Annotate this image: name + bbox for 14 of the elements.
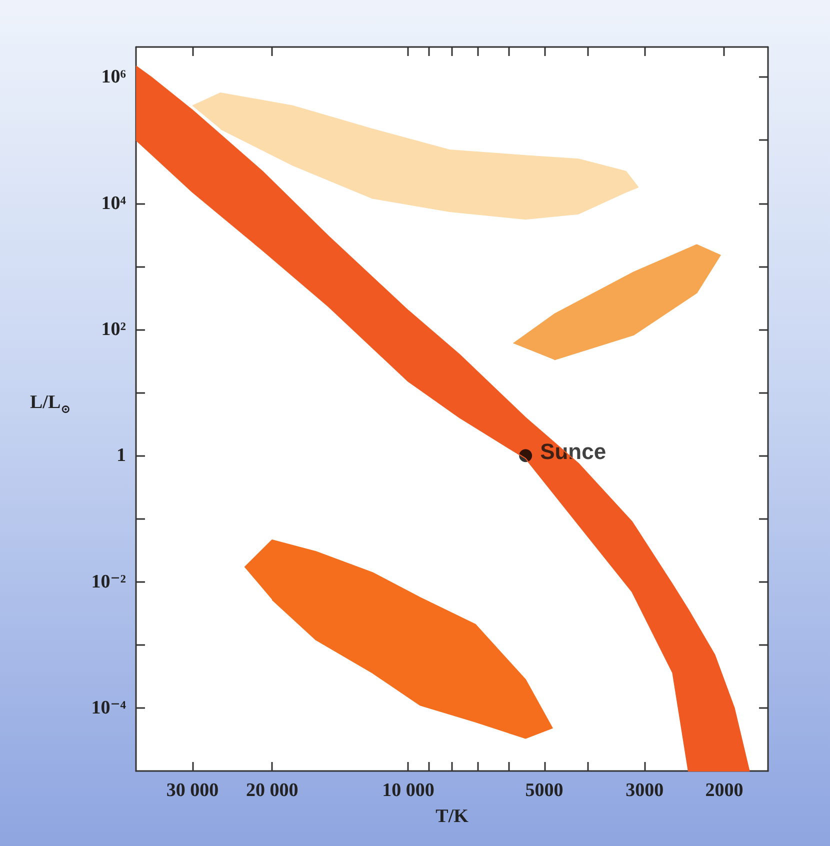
y-tick-label: 1: [116, 445, 126, 466]
y-tick-label: 10⁶: [101, 66, 126, 88]
x-tick-label: 3000: [626, 780, 664, 801]
x-tick-label: 2000: [705, 780, 744, 801]
x-tick-label: 5000: [525, 780, 564, 801]
x-tick-label: 10 000: [382, 780, 434, 801]
y-axis-title: L/L$_{⊙}$: [30, 392, 71, 417]
y-tick-label: 10⁻²: [91, 571, 126, 592]
y-tick-label: 10²: [101, 318, 126, 340]
x-axis-title: T/K: [436, 806, 469, 827]
y-tick-label: 10⁻⁴: [91, 697, 126, 718]
x-tick-label: 30 000: [166, 780, 219, 801]
x-tick-label: 20 000: [246, 780, 298, 801]
y-tick-label: 10⁴: [101, 192, 126, 214]
